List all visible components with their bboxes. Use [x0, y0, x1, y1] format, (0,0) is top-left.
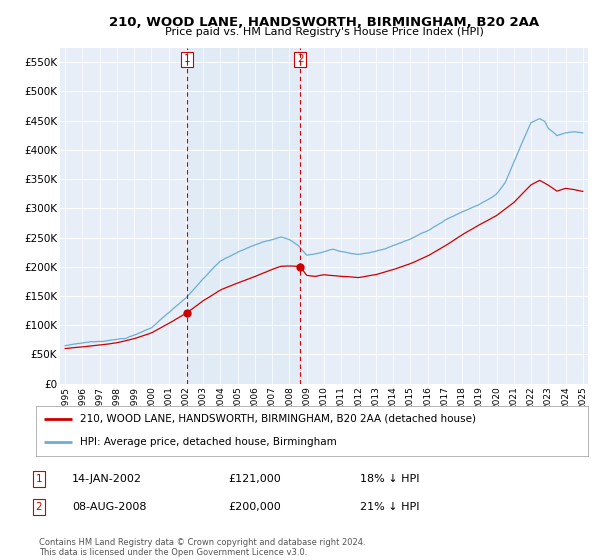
Text: £200,000: £200,000 — [228, 502, 281, 512]
Text: 21% ↓ HPI: 21% ↓ HPI — [360, 502, 419, 512]
Text: Contains HM Land Registry data © Crown copyright and database right 2024.
This d: Contains HM Land Registry data © Crown c… — [39, 538, 365, 557]
Text: 210, WOOD LANE, HANDSWORTH, BIRMINGHAM, B20 2AA (detached house): 210, WOOD LANE, HANDSWORTH, BIRMINGHAM, … — [80, 414, 476, 423]
Text: 210, WOOD LANE, HANDSWORTH, BIRMINGHAM, B20 2AA: 210, WOOD LANE, HANDSWORTH, BIRMINGHAM, … — [109, 16, 539, 29]
Text: 14-JAN-2002: 14-JAN-2002 — [72, 474, 142, 484]
Text: HPI: Average price, detached house, Birmingham: HPI: Average price, detached house, Birm… — [80, 437, 337, 447]
Text: 2: 2 — [35, 502, 43, 512]
Text: 2: 2 — [297, 54, 304, 64]
Text: 18% ↓ HPI: 18% ↓ HPI — [360, 474, 419, 484]
Text: 1: 1 — [184, 54, 190, 64]
Text: £121,000: £121,000 — [228, 474, 281, 484]
Bar — [187, 48, 300, 384]
Text: Price paid vs. HM Land Registry's House Price Index (HPI): Price paid vs. HM Land Registry's House … — [164, 27, 484, 37]
Text: 08-AUG-2008: 08-AUG-2008 — [72, 502, 146, 512]
Text: 1: 1 — [35, 474, 43, 484]
